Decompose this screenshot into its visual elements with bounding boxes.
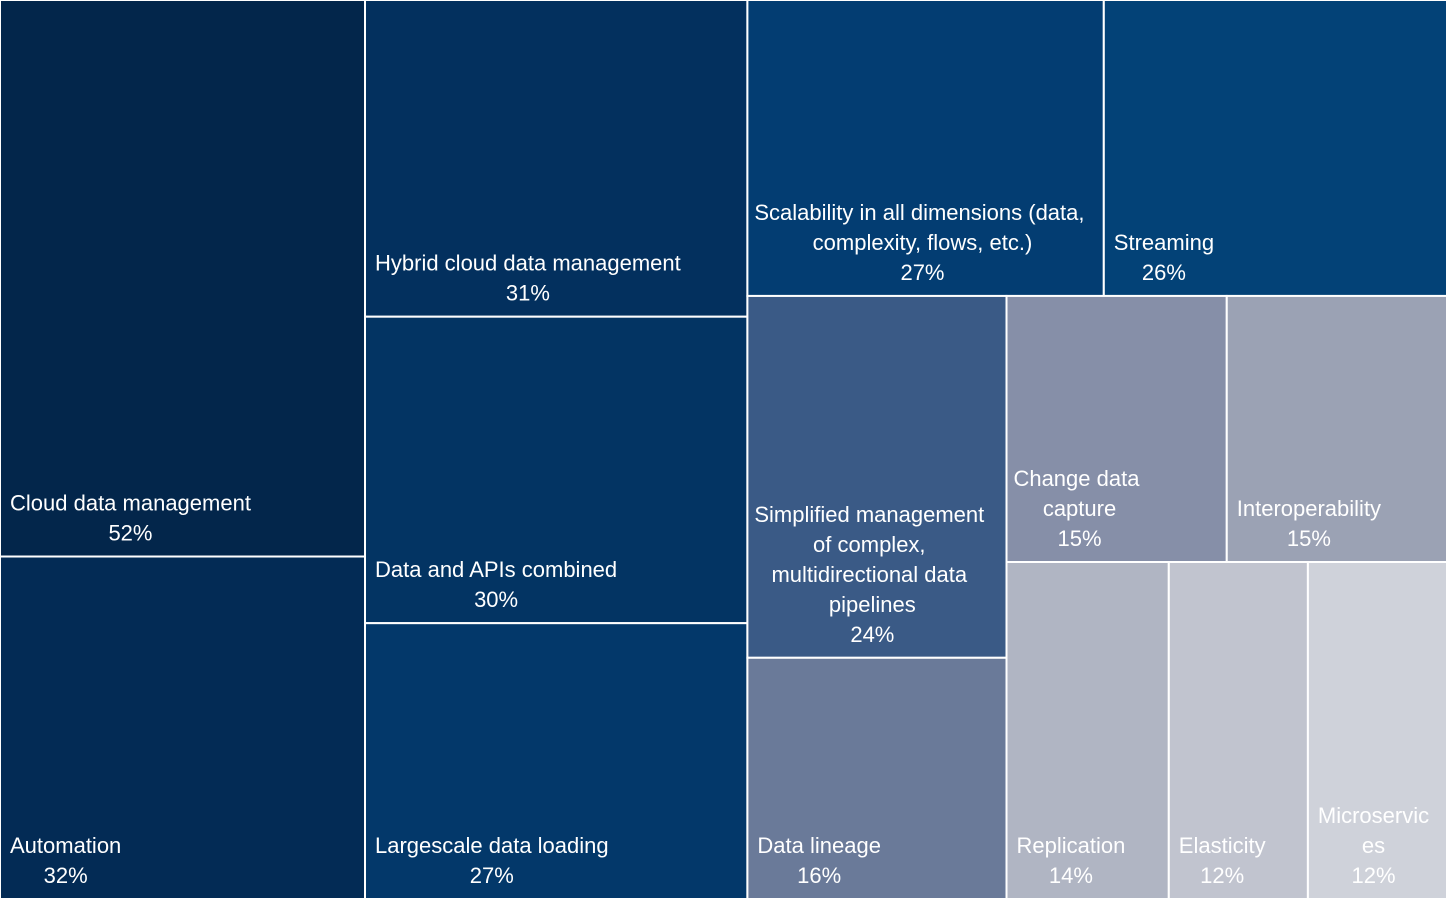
value-label: 32% [44, 863, 88, 888]
value-label: 26% [1142, 260, 1186, 285]
category-label: Simplified management of complex, multid… [754, 502, 990, 617]
category-label: Hybrid cloud data management [375, 251, 681, 276]
value-label: 14% [1049, 863, 1093, 888]
tile [1225, 294, 1447, 563]
tile [0, 555, 367, 899]
value-label: 31% [506, 281, 550, 306]
category-label: Microservic es [1318, 803, 1429, 858]
tile [364, 0, 749, 318]
tile [1005, 294, 1228, 563]
value-label: 24% [850, 622, 894, 647]
category-label: Scalability in all dimensions (data, com… [754, 200, 1090, 255]
category-label: Change data capture [1013, 466, 1145, 521]
tile [364, 622, 749, 899]
tile [1306, 560, 1447, 899]
tile [746, 656, 1008, 899]
tile [746, 0, 1105, 297]
value-label: 15% [1057, 526, 1101, 551]
value-label: 16% [797, 863, 841, 888]
category-label: Largescale data loading [375, 833, 609, 858]
value-label: 27% [900, 260, 944, 285]
value-label: 15% [1287, 526, 1331, 551]
category-label: Automation [10, 833, 121, 858]
value-label: 27% [470, 863, 514, 888]
category-label: Replication [1017, 833, 1126, 858]
category-label: Data lineage [757, 833, 881, 858]
tile [0, 0, 367, 558]
category-label: Data and APIs combined [375, 557, 617, 582]
tile [1102, 0, 1447, 297]
category-label: Elasticity [1179, 833, 1266, 858]
value-label: 12% [1351, 863, 1395, 888]
tile [1005, 560, 1170, 899]
category-label: Streaming [1114, 230, 1214, 255]
tile [746, 294, 1008, 659]
category-label: Interoperability [1237, 496, 1381, 521]
value-label: 12% [1200, 863, 1244, 888]
value-label: 30% [474, 587, 518, 612]
value-label: 52% [108, 521, 152, 546]
category-label: Cloud data management [10, 491, 251, 516]
tile [1167, 560, 1309, 899]
